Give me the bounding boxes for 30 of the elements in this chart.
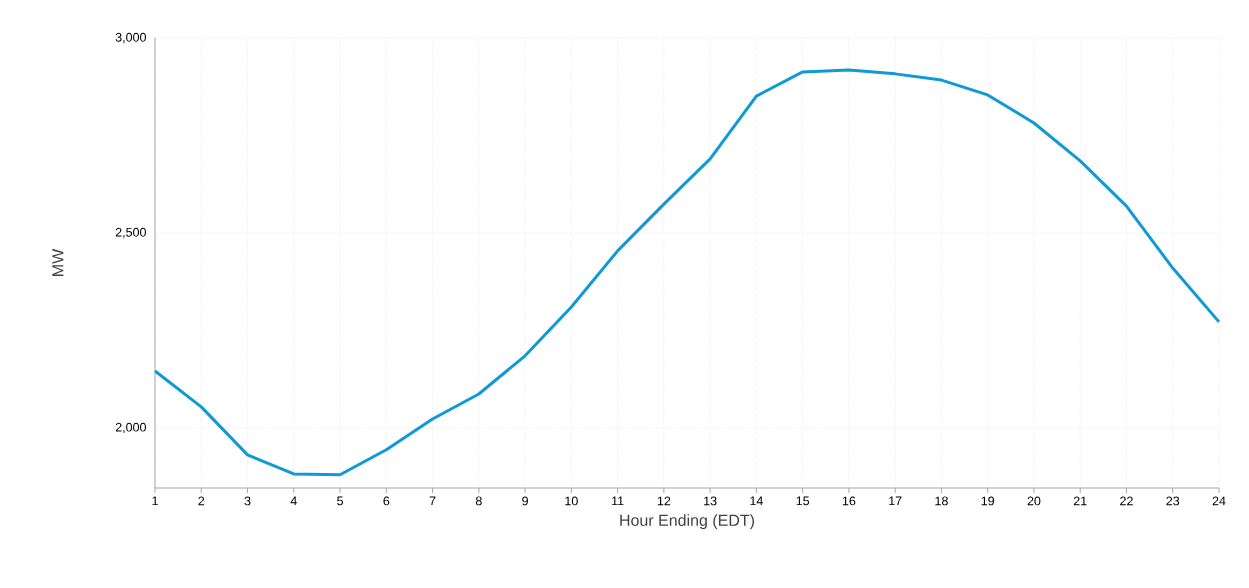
x-tick-label: 6 — [383, 496, 390, 506]
x-tick-label: 2 — [198, 496, 205, 506]
x-axis-title: Hour Ending (EDT) — [620, 514, 754, 530]
x-tick-label: 11 — [612, 496, 624, 506]
x-tick-label: 3 — [244, 496, 251, 506]
x-tick-label: 12 — [657, 496, 671, 506]
x-tick-label: 20 — [1027, 496, 1041, 506]
line-series — [153, 68, 1221, 477]
x-tick-label: 4 — [290, 496, 297, 506]
x-tick-label: 24 — [1212, 496, 1226, 506]
x-tick-label: 7 — [429, 496, 436, 506]
x-tick-label: 18 — [935, 496, 948, 506]
x-tick-label: 8 — [475, 496, 482, 506]
y-tick-label: 3,000 — [115, 32, 146, 44]
x-tick-label: 5 — [337, 496, 343, 506]
x-tick-label: 17 — [889, 496, 902, 506]
x-tick-label: 19 — [981, 496, 995, 506]
x-tick-label: 16 — [842, 496, 856, 506]
x-tick-label: 9 — [522, 496, 528, 506]
y-tick-label: 2,500 — [115, 227, 146, 239]
x-tick-label: 10 — [565, 496, 578, 506]
x-tick-label: 21 — [1073, 496, 1087, 506]
y-axis-title: MW — [52, 248, 64, 276]
x-tick-label: 23 — [1166, 496, 1180, 506]
x-tick-label: 1 — [152, 496, 158, 506]
x-tick-label: 15 — [796, 496, 810, 506]
x-tick-label: 13 — [704, 496, 717, 506]
y-tick-label: 2,000 — [115, 422, 146, 434]
x-tick-label: 14 — [750, 496, 763, 506]
x-tick-label: 22 — [1120, 496, 1133, 506]
